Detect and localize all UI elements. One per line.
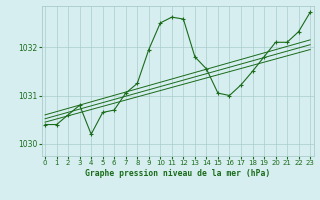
X-axis label: Graphe pression niveau de la mer (hPa): Graphe pression niveau de la mer (hPa) [85, 169, 270, 178]
